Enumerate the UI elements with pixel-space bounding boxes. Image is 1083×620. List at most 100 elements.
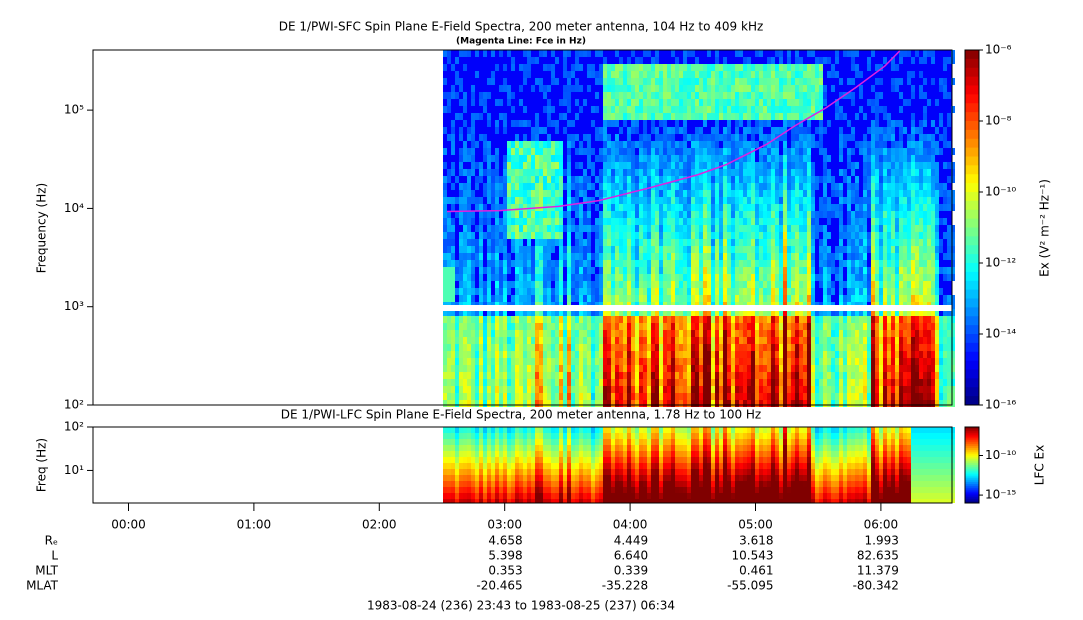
spectrogram-cell [631, 50, 635, 57]
spectrogram-cell [735, 400, 739, 407]
spectrogram-cell [867, 330, 871, 337]
spectrogram-cell [755, 232, 759, 239]
spectrogram-cell [671, 344, 675, 351]
spectrogram-cell [527, 71, 531, 78]
spectrogram-cell [699, 274, 703, 281]
spectrogram-cell [575, 239, 579, 246]
spectrogram-cell [655, 337, 659, 344]
spectrogram-cell [739, 260, 743, 267]
spectrogram-cell [647, 239, 651, 246]
spectrogram-cell [543, 50, 547, 57]
spectrogram-cell [883, 393, 887, 400]
spectrogram-cell [727, 260, 731, 267]
spectrogram-cell [899, 232, 903, 239]
spectrogram-cell [567, 253, 571, 260]
spectrogram-cell [535, 386, 539, 393]
spectrogram-cell [763, 99, 767, 106]
spectrogram-cell [487, 358, 491, 365]
spectrogram-cell [679, 358, 683, 365]
spectrogram-cell [643, 64, 647, 71]
spectrogram-cell [823, 309, 827, 316]
spectrogram-cell [647, 218, 651, 225]
spectrogram-cell [691, 288, 695, 295]
spectrogram-cell [499, 337, 503, 344]
spectrogram-cell [551, 386, 555, 393]
spectrogram-cell [519, 253, 523, 260]
spectrogram-cell [647, 386, 651, 393]
spectrogram-cell [803, 295, 807, 302]
spectrogram-cell [531, 162, 535, 169]
spectrogram-cell [503, 330, 507, 337]
spectrogram-cell [887, 197, 891, 204]
spectrogram-cell [731, 78, 735, 85]
spectrogram-cell [767, 253, 771, 260]
spectrogram-cell [487, 386, 491, 393]
spectrogram-cell [743, 204, 747, 211]
spectrogram-cell [603, 57, 607, 64]
spectrogram-cell [671, 113, 675, 120]
spectrogram-cell [623, 253, 627, 260]
spectrogram-cell [887, 386, 891, 393]
spectrogram-cell [463, 337, 467, 344]
spectrogram-cell [699, 337, 703, 344]
spectrogram-cell [823, 365, 827, 372]
spectrogram-cell [583, 295, 587, 302]
spectrogram-cell [663, 274, 667, 281]
spectrogram-cell [851, 358, 855, 365]
spectrogram-cell [635, 351, 639, 358]
spectrogram-cell [683, 309, 687, 316]
spectrogram-cell [679, 106, 683, 113]
spectrogram-cell [755, 162, 759, 169]
spectrogram-cell [811, 85, 815, 92]
spectrogram-cell [671, 330, 675, 337]
spectrogram-cell [687, 78, 691, 85]
spectrogram-cell [819, 323, 823, 330]
spectrogram-cell [875, 183, 879, 190]
spectrogram-cell [587, 141, 591, 148]
spectrogram-cell [639, 309, 643, 316]
spectrogram-cell [571, 337, 575, 344]
spectrogram-cell [859, 344, 863, 351]
spectrogram-cell [663, 190, 667, 197]
spectrogram-cell [571, 274, 575, 281]
spectrogram-cell [543, 232, 547, 239]
spectrogram-cell [527, 176, 531, 183]
spectrogram-cell [603, 316, 607, 323]
spectrogram-cell [479, 204, 483, 211]
spectrogram-cell [563, 337, 567, 344]
spectrogram-cell [735, 358, 739, 365]
spectrogram-cell [519, 365, 523, 372]
spectrogram-cell [779, 323, 783, 330]
spectrogram-cell [639, 379, 643, 386]
spectrogram-cell [783, 379, 787, 386]
spectrogram-cell [683, 281, 687, 288]
spectrogram-cell [835, 211, 839, 218]
spectrogram-cell [699, 113, 703, 120]
spectrogram-cell [539, 330, 543, 337]
spectrogram-cell [547, 393, 551, 400]
spectrogram-cell [451, 330, 455, 337]
spectrogram-cell [511, 393, 515, 400]
spectrogram-cell [747, 260, 751, 267]
spectrogram-cell [755, 50, 759, 57]
spectrogram-cell [795, 295, 799, 302]
spectrogram-cell [739, 204, 743, 211]
spectrogram-cell [667, 190, 671, 197]
spectrogram-cell [527, 204, 531, 211]
spectrogram-cell [735, 64, 739, 71]
spectrogram-cell [775, 113, 779, 120]
spectrogram-cell [863, 183, 867, 190]
spectrogram-cell [611, 253, 615, 260]
spectrogram-cell [695, 386, 699, 393]
spectrogram-cell [767, 57, 771, 64]
spectrogram-cell [663, 113, 667, 120]
spectrogram-cell [663, 330, 667, 337]
spectrogram-cell [567, 337, 571, 344]
spectrogram-cell [707, 197, 711, 204]
spectrogram-cell [675, 323, 679, 330]
spectrogram-cell [843, 386, 847, 393]
spectrogram-cell [831, 393, 835, 400]
spectrogram-cell [647, 141, 651, 148]
spectrogram-cell [463, 393, 467, 400]
spectrogram-cell [739, 155, 743, 162]
